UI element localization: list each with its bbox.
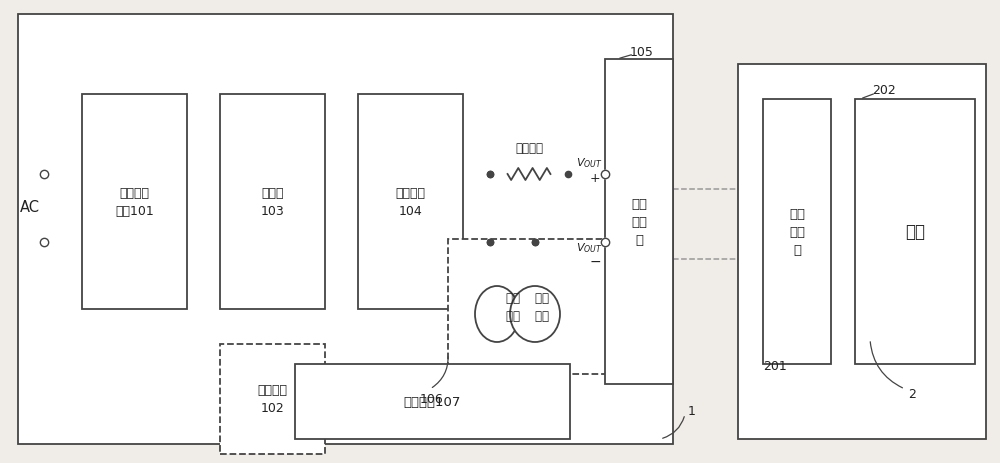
Text: 1: 1 (688, 405, 696, 418)
Text: −: − (590, 255, 602, 269)
Text: 控制单元107: 控制单元107 (404, 395, 461, 408)
Bar (220, 344, 325, 454)
Bar (738, 65, 986, 439)
Ellipse shape (510, 287, 560, 342)
Bar (605, 60, 673, 384)
Text: 201: 201 (763, 360, 787, 373)
Ellipse shape (475, 287, 519, 342)
Bar (358, 95, 463, 309)
Text: $V_{OUT}$: $V_{OUT}$ (576, 156, 603, 169)
Text: 2: 2 (908, 388, 916, 400)
Text: 电池: 电池 (905, 223, 925, 241)
Bar (763, 100, 831, 364)
Text: 202: 202 (872, 83, 896, 96)
Text: $V_{OUT}$: $V_{OUT}$ (576, 241, 603, 254)
Text: 充电
接口
口: 充电 接口 口 (789, 207, 805, 257)
Text: 检流电阻: 检流电阻 (515, 141, 543, 154)
Bar (18, 15, 673, 444)
Text: 开关单元
102: 开关单元 102 (258, 384, 288, 414)
Bar (82, 95, 187, 309)
Text: 电压    电流
采样    采样: 电压 电流 采样 采样 (506, 291, 548, 322)
Text: 变压器
103: 变压器 103 (261, 187, 284, 218)
Bar (448, 239, 606, 374)
Text: 第一整流
单元101: 第一整流 单元101 (115, 187, 154, 218)
Bar (295, 364, 570, 439)
Text: AC: AC (20, 200, 40, 215)
Bar (220, 95, 325, 309)
Text: +: + (590, 171, 601, 184)
Text: 充电
接口
口: 充电 接口 口 (631, 198, 647, 246)
Text: 106: 106 (420, 393, 444, 406)
Bar (855, 100, 975, 364)
Text: 合成单元
104: 合成单元 104 (396, 187, 426, 218)
Text: 105: 105 (630, 45, 654, 58)
